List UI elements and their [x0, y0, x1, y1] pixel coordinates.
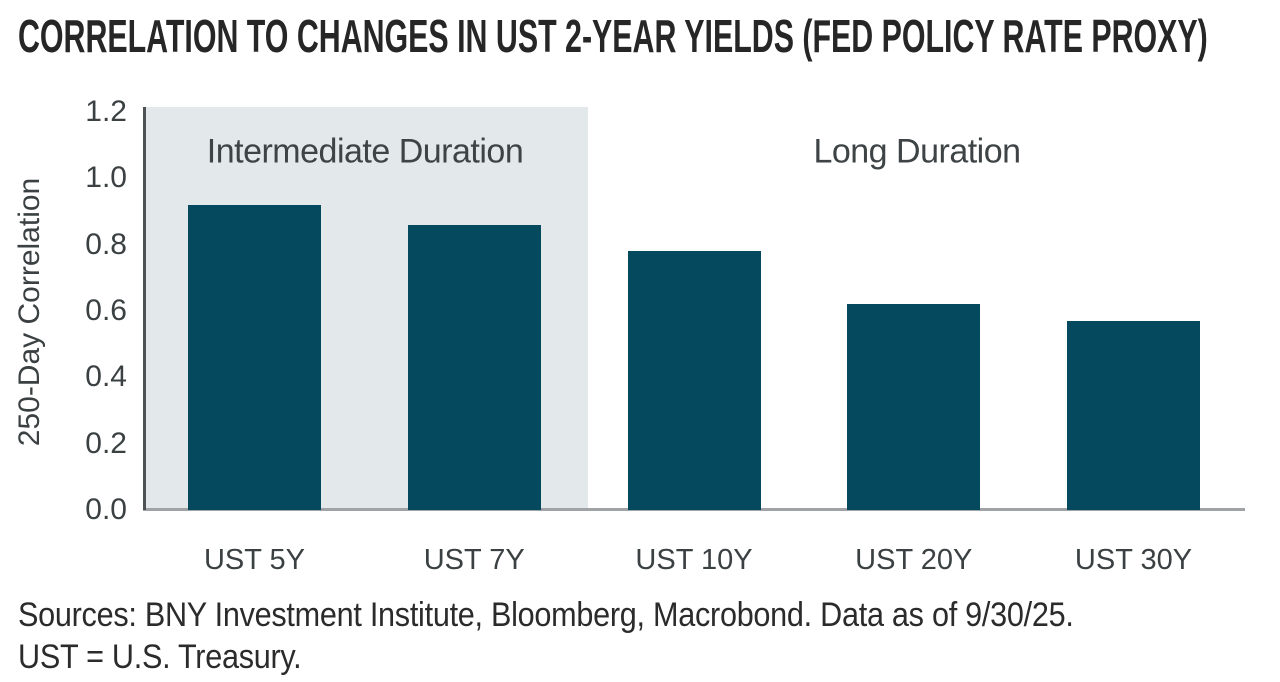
source-note-line2: UST = U.S. Treasury. [18, 638, 302, 676]
x-axis-label-ust-30y: UST 30Y [1074, 544, 1193, 576]
x-axis-label-ust-20y: UST 20Y [855, 544, 973, 576]
source-note: Sources: BNY Investment Institute, Bloom… [18, 594, 1074, 678]
bar-ust-30y [1067, 320, 1200, 510]
region-label-intermediate-duration: Intermediate Duration [206, 132, 524, 171]
y-axis-line [143, 107, 146, 510]
x-axis-label-ust-5y: UST 5Y [203, 544, 306, 576]
y-tick-label-0-2: 0.2 [85, 426, 127, 460]
y-tick-label-1-0: 1.0 [85, 161, 127, 195]
y-tick-label-1-2: 1.2 [85, 95, 127, 128]
bar-ust-20y [847, 304, 981, 510]
y-tick-label-0-4: 0.4 [85, 360, 127, 394]
bar-ust-5y [188, 204, 321, 510]
y-tick-label-0-8: 0.8 [85, 227, 127, 261]
bar-ust-10y [627, 251, 761, 510]
chart-title: CORRELATION TO CHANGES IN UST 2-YEAR YIE… [18, 10, 1208, 62]
x-axis-label-ust-7y: UST 7Y [423, 544, 525, 576]
plot-area: Intermediate Duration Long Duration [143, 107, 1245, 511]
y-tick-label-0-6: 0.6 [85, 294, 127, 327]
region-label-long-duration: Long Duration [813, 132, 1021, 171]
y-tick-label-0-0: 0.0 [85, 493, 127, 526]
x-axis-label-ust-10y: UST 10Y [635, 544, 753, 576]
source-note-line1: Sources: BNY Investment Institute, Bloom… [18, 596, 1074, 634]
bar-ust-7y [407, 224, 541, 510]
